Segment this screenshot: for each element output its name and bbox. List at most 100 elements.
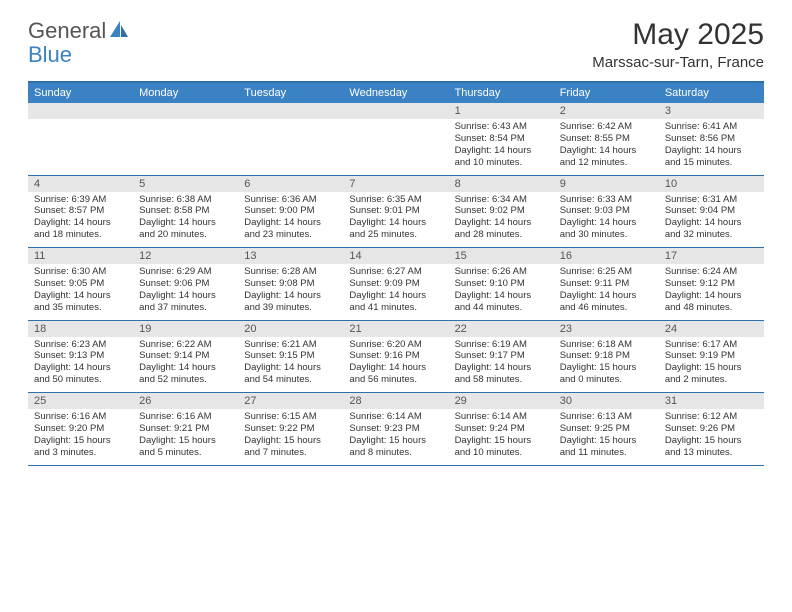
day-body: Sunrise: 6:35 AMSunset: 9:01 PMDaylight:… [343, 192, 448, 248]
day-cell: 10Sunrise: 6:31 AMSunset: 9:04 PMDayligh… [659, 176, 764, 248]
sunset-text: Sunset: 9:09 PM [349, 278, 442, 290]
month-title: May 2025 [592, 18, 764, 52]
sunset-text: Sunset: 9:04 PM [665, 205, 758, 217]
location-label: Marssac-sur-Tarn, France [592, 54, 764, 71]
sunset-text: Sunset: 8:54 PM [455, 133, 548, 145]
sunset-text: Sunset: 8:55 PM [560, 133, 653, 145]
day-cell: 24Sunrise: 6:17 AMSunset: 9:19 PMDayligh… [659, 321, 764, 393]
sunset-text: Sunset: 9:26 PM [665, 423, 758, 435]
day-body: Sunrise: 6:36 AMSunset: 9:00 PMDaylight:… [238, 192, 343, 248]
weeks-container: 1Sunrise: 6:43 AMSunset: 8:54 PMDaylight… [28, 103, 764, 466]
dayname: Saturday [659, 83, 764, 103]
day-body: Sunrise: 6:27 AMSunset: 9:09 PMDaylight:… [343, 264, 448, 320]
day-cell: 17Sunrise: 6:24 AMSunset: 9:12 PMDayligh… [659, 248, 764, 320]
day-cell: 4Sunrise: 6:39 AMSunset: 8:57 PMDaylight… [28, 176, 133, 248]
daylight-text: Daylight: 14 hours and 18 minutes. [34, 217, 127, 241]
day-number: 19 [133, 321, 238, 337]
sunset-text: Sunset: 9:14 PM [139, 350, 232, 362]
dayname: Monday [133, 83, 238, 103]
day-number: 28 [343, 393, 448, 409]
sunrise-text: Sunrise: 6:26 AM [455, 266, 548, 278]
daylight-text: Daylight: 14 hours and 20 minutes. [139, 217, 232, 241]
day-cell: 23Sunrise: 6:18 AMSunset: 9:18 PMDayligh… [554, 321, 659, 393]
daylight-text: Daylight: 14 hours and 28 minutes. [455, 217, 548, 241]
sunset-text: Sunset: 9:08 PM [244, 278, 337, 290]
day-number: 18 [28, 321, 133, 337]
day-number: 20 [238, 321, 343, 337]
daylight-text: Daylight: 14 hours and 58 minutes. [455, 362, 548, 386]
day-number: 22 [449, 321, 554, 337]
daylight-text: Daylight: 14 hours and 37 minutes. [139, 290, 232, 314]
day-body: Sunrise: 6:13 AMSunset: 9:25 PMDaylight:… [554, 409, 659, 465]
sunrise-text: Sunrise: 6:29 AM [139, 266, 232, 278]
day-body: Sunrise: 6:30 AMSunset: 9:05 PMDaylight:… [28, 264, 133, 320]
day-number: 3 [659, 103, 764, 119]
day-number: 1 [449, 103, 554, 119]
daylight-text: Daylight: 14 hours and 52 minutes. [139, 362, 232, 386]
day-body: Sunrise: 6:42 AMSunset: 8:55 PMDaylight:… [554, 119, 659, 175]
day-cell [133, 103, 238, 175]
sunrise-text: Sunrise: 6:21 AM [244, 339, 337, 351]
sunrise-text: Sunrise: 6:12 AM [665, 411, 758, 423]
sunrise-text: Sunrise: 6:28 AM [244, 266, 337, 278]
sunrise-text: Sunrise: 6:13 AM [560, 411, 653, 423]
dayname: Sunday [28, 83, 133, 103]
sunset-text: Sunset: 9:21 PM [139, 423, 232, 435]
day-body [343, 119, 448, 127]
day-body: Sunrise: 6:22 AMSunset: 9:14 PMDaylight:… [133, 337, 238, 393]
brand-part2: Blue [28, 42, 72, 67]
sunrise-text: Sunrise: 6:23 AM [34, 339, 127, 351]
day-cell: 3Sunrise: 6:41 AMSunset: 8:56 PMDaylight… [659, 103, 764, 175]
day-body: Sunrise: 6:38 AMSunset: 8:58 PMDaylight:… [133, 192, 238, 248]
daylight-text: Daylight: 14 hours and 35 minutes. [34, 290, 127, 314]
day-header-row: Sunday Monday Tuesday Wednesday Thursday… [28, 83, 764, 103]
sunrise-text: Sunrise: 6:27 AM [349, 266, 442, 278]
daylight-text: Daylight: 14 hours and 30 minutes. [560, 217, 653, 241]
sunset-text: Sunset: 9:02 PM [455, 205, 548, 217]
sunset-text: Sunset: 9:06 PM [139, 278, 232, 290]
day-cell: 22Sunrise: 6:19 AMSunset: 9:17 PMDayligh… [449, 321, 554, 393]
sunrise-text: Sunrise: 6:34 AM [455, 194, 548, 206]
day-body: Sunrise: 6:41 AMSunset: 8:56 PMDaylight:… [659, 119, 764, 175]
week-row: 25Sunrise: 6:16 AMSunset: 9:20 PMDayligh… [28, 393, 764, 466]
sunset-text: Sunset: 9:19 PM [665, 350, 758, 362]
sunrise-text: Sunrise: 6:22 AM [139, 339, 232, 351]
brand-logo: General [28, 18, 132, 44]
day-number: 26 [133, 393, 238, 409]
day-cell: 5Sunrise: 6:38 AMSunset: 8:58 PMDaylight… [133, 176, 238, 248]
day-body: Sunrise: 6:25 AMSunset: 9:11 PMDaylight:… [554, 264, 659, 320]
day-cell: 31Sunrise: 6:12 AMSunset: 9:26 PMDayligh… [659, 393, 764, 465]
daylight-text: Daylight: 14 hours and 46 minutes. [560, 290, 653, 314]
day-cell: 14Sunrise: 6:27 AMSunset: 9:09 PMDayligh… [343, 248, 448, 320]
week-row: 4Sunrise: 6:39 AMSunset: 8:57 PMDaylight… [28, 176, 764, 249]
sunset-text: Sunset: 8:56 PM [665, 133, 758, 145]
day-cell [28, 103, 133, 175]
daylight-text: Daylight: 14 hours and 23 minutes. [244, 217, 337, 241]
day-body: Sunrise: 6:34 AMSunset: 9:02 PMDaylight:… [449, 192, 554, 248]
daylight-text: Daylight: 14 hours and 44 minutes. [455, 290, 548, 314]
sunset-text: Sunset: 9:20 PM [34, 423, 127, 435]
sunrise-text: Sunrise: 6:18 AM [560, 339, 653, 351]
day-cell: 9Sunrise: 6:33 AMSunset: 9:03 PMDaylight… [554, 176, 659, 248]
daylight-text: Daylight: 14 hours and 56 minutes. [349, 362, 442, 386]
dayname: Friday [554, 83, 659, 103]
day-body: Sunrise: 6:20 AMSunset: 9:16 PMDaylight:… [343, 337, 448, 393]
day-cell: 30Sunrise: 6:13 AMSunset: 9:25 PMDayligh… [554, 393, 659, 465]
day-number: 21 [343, 321, 448, 337]
daylight-text: Daylight: 15 hours and 13 minutes. [665, 435, 758, 459]
sail-icon [108, 19, 130, 44]
day-number: 4 [28, 176, 133, 192]
day-number: 29 [449, 393, 554, 409]
daylight-text: Daylight: 15 hours and 0 minutes. [560, 362, 653, 386]
daylight-text: Daylight: 15 hours and 5 minutes. [139, 435, 232, 459]
day-cell: 21Sunrise: 6:20 AMSunset: 9:16 PMDayligh… [343, 321, 448, 393]
sunrise-text: Sunrise: 6:30 AM [34, 266, 127, 278]
daylight-text: Daylight: 14 hours and 50 minutes. [34, 362, 127, 386]
day-number: 16 [554, 248, 659, 264]
sunrise-text: Sunrise: 6:24 AM [665, 266, 758, 278]
day-cell: 8Sunrise: 6:34 AMSunset: 9:02 PMDaylight… [449, 176, 554, 248]
sunrise-text: Sunrise: 6:43 AM [455, 121, 548, 133]
day-body: Sunrise: 6:43 AMSunset: 8:54 PMDaylight:… [449, 119, 554, 175]
day-number: 15 [449, 248, 554, 264]
day-body: Sunrise: 6:21 AMSunset: 9:15 PMDaylight:… [238, 337, 343, 393]
